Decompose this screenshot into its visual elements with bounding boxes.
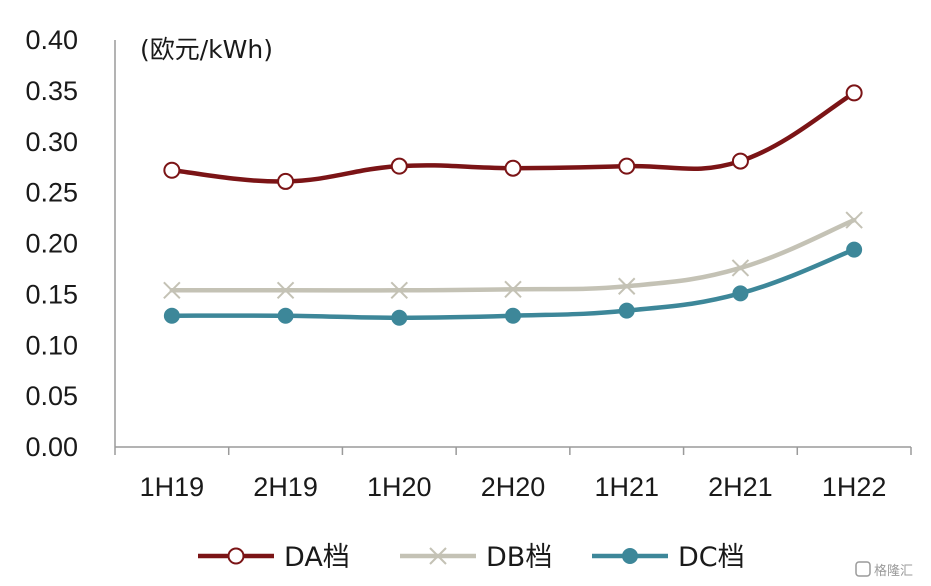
y-tick-label: 0.10 [25, 330, 78, 360]
data-point-marker [622, 548, 638, 564]
series-line [169, 247, 857, 321]
legend-item: DA档 [198, 542, 350, 573]
watermark-logo-icon [855, 561, 871, 577]
data-point-marker [505, 307, 521, 324]
x-tick-label: 1H22 [822, 472, 887, 502]
data-point-marker [391, 309, 408, 326]
x-tick-label: 1H21 [594, 472, 659, 502]
watermark: 格隆汇 [855, 561, 913, 579]
x-tick-label: 2H19 [253, 472, 318, 502]
watermark-text: 格隆汇 [874, 563, 913, 579]
y-tick-label: 0.25 [25, 178, 78, 208]
y-tick-label: 0.30 [25, 127, 78, 157]
y-unit-label: (欧元/kWh) [140, 35, 273, 64]
x-tick-label: 1H20 [367, 472, 432, 502]
y-tick-labels: 0.00 0.05 0.10 0.15 0.20 0.25 0.30 0.35 0.40 [25, 25, 78, 462]
legend-item: DC档 [592, 542, 745, 573]
data-point-marker [390, 281, 408, 300]
data-point-marker [227, 547, 245, 565]
series-3 [163, 241, 863, 326]
series-layer [163, 84, 863, 326]
data-point-marker [504, 280, 522, 298]
data-point-marker [732, 285, 749, 302]
legend-item: DB档 [400, 542, 552, 573]
data-point-marker [163, 161, 181, 179]
y-tick-label: 0.00 [25, 432, 78, 462]
data-point-marker [845, 84, 863, 102]
data-point-marker [618, 302, 635, 319]
x-tick-labels: 1H19 2H19 1H20 2H20 1H21 2H21 1H22 [140, 472, 887, 502]
x-tick-label: 2H21 [708, 472, 773, 502]
y-tick-label: 0.15 [25, 279, 78, 309]
y-tick-label: 0.40 [25, 25, 78, 55]
chart-axes [114, 40, 912, 455]
legend: DA档 DB档 DC档 [198, 542, 745, 573]
series-line [169, 217, 857, 293]
legend-label: DC档 [678, 542, 745, 573]
y-tick-label: 0.20 [25, 229, 78, 259]
data-point-marker [731, 152, 749, 170]
y-tick-label: 0.35 [25, 76, 78, 106]
data-point-marker [277, 307, 294, 324]
data-point-marker [846, 241, 863, 258]
data-point-marker [276, 281, 295, 300]
series-1 [163, 84, 863, 190]
data-point-marker [163, 307, 180, 324]
data-point-marker [731, 259, 750, 277]
data-point-marker [429, 547, 447, 565]
data-point-marker [618, 157, 636, 175]
legend-label: DB档 [486, 542, 552, 573]
x-tick-label: 1H19 [140, 472, 205, 502]
data-point-marker [618, 277, 636, 295]
data-point-marker [163, 281, 181, 300]
data-point-marker [277, 172, 295, 190]
y-tick-label: 0.05 [25, 381, 78, 411]
data-point-marker [390, 157, 408, 175]
x-tick-label: 2H20 [481, 472, 546, 502]
data-point-marker [845, 211, 863, 229]
data-point-marker [504, 159, 522, 177]
series-2 [163, 211, 863, 300]
legend-label: DA档 [284, 542, 350, 573]
